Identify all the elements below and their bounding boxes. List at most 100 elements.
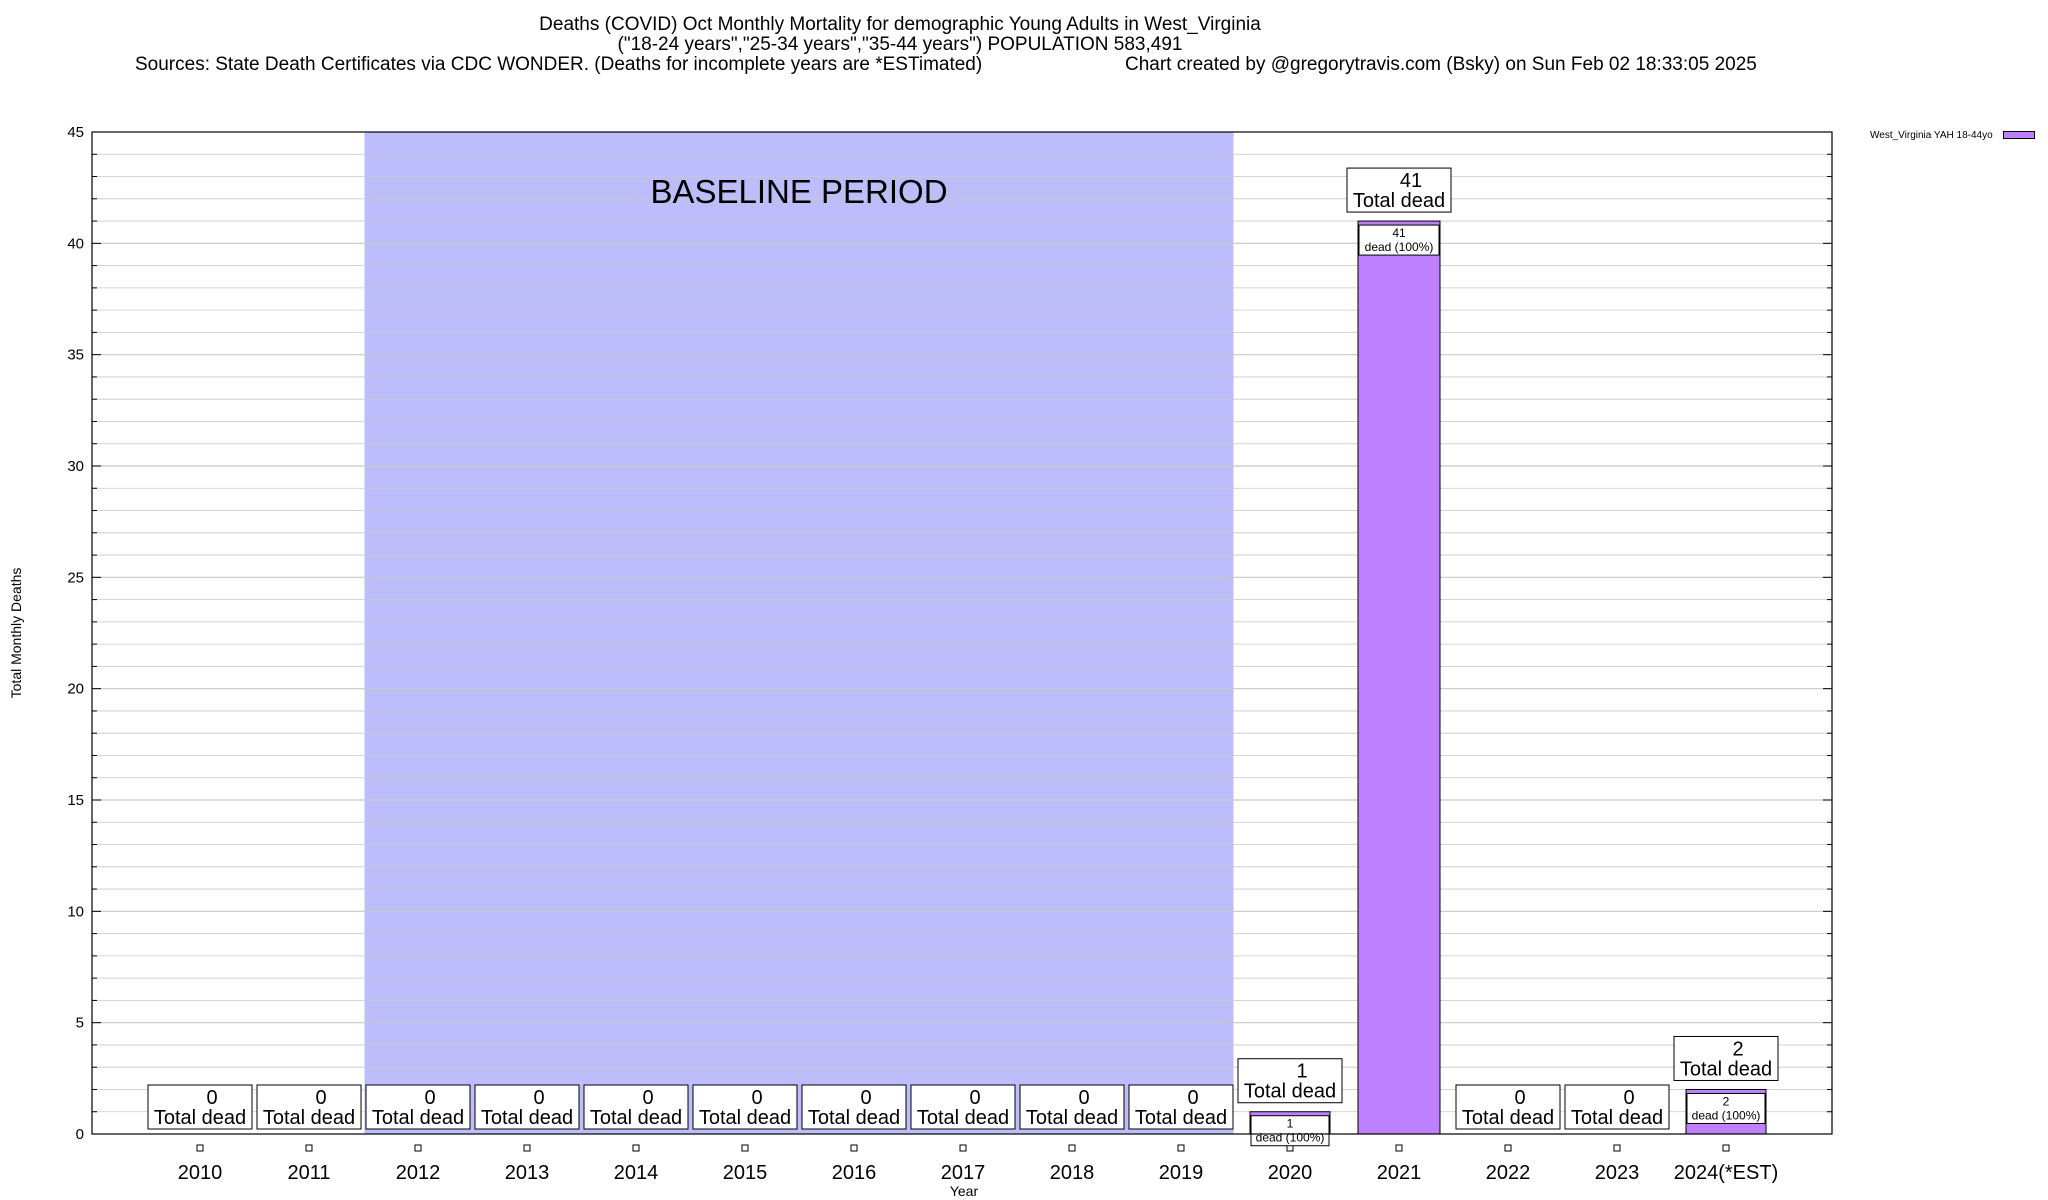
x-tick-marker: [1177, 1144, 1185, 1152]
total-label: Total dead: [1462, 1107, 1554, 1129]
bar-inner-label-box: [1358, 224, 1440, 256]
x-tick-marker: [1068, 1144, 1076, 1152]
total-label-box: [365, 1084, 471, 1130]
chart-title: Deaths (COVID) Oct Monthly Mortality for…: [539, 14, 1261, 35]
total-label-box: [910, 1084, 1016, 1130]
x-tick-marker: [414, 1144, 422, 1152]
x-tick-marker: [959, 1144, 967, 1152]
total-value: 0: [860, 1087, 871, 1109]
total-label: Total dead: [590, 1107, 682, 1129]
total-value: 0: [642, 1087, 653, 1109]
bar-inner-label: dead (100%): [1365, 240, 1434, 254]
x-tick-marker: [1613, 1144, 1621, 1152]
total-label: Total dead: [699, 1107, 791, 1129]
chart-subtitle: ("18-24 years","25-34 years","35-44 year…: [617, 34, 1183, 55]
total-value: 0: [751, 1087, 762, 1109]
total-value: 0: [206, 1087, 217, 1109]
y-tick-label: 15: [67, 792, 84, 809]
y-tick-label: 0: [76, 1126, 84, 1143]
total-value: 1: [1296, 1061, 1307, 1083]
y-tick-label: 45: [67, 124, 84, 141]
total-value: 0: [424, 1087, 435, 1109]
total-label-box: [1019, 1084, 1125, 1130]
total-label: Total dead: [1244, 1081, 1336, 1103]
total-label-box: [1128, 1084, 1234, 1130]
x-tick-marker: [1395, 1144, 1403, 1152]
y-tick-label: 25: [67, 569, 84, 586]
bar: [1357, 220, 1441, 1135]
bar-inner-value: 1: [1287, 1117, 1294, 1131]
x-tick-label: 2022: [1486, 1162, 1531, 1184]
total-value: 0: [1187, 1087, 1198, 1109]
total-value: 0: [533, 1087, 544, 1109]
total-label-box: [147, 1084, 253, 1130]
bar-inner-value: 41: [1392, 226, 1406, 240]
total-label-box: [256, 1084, 362, 1130]
x-tick-label: 2013: [505, 1162, 550, 1184]
total-label: Total dead: [1571, 1107, 1663, 1129]
legend: West_Virginia YAH 18-44yo: [1870, 130, 2036, 141]
x-tick-label: 2021: [1377, 1162, 1422, 1184]
x-tick-label: 2016: [832, 1162, 877, 1184]
x-tick-marker: [741, 1144, 749, 1152]
total-label: Total dead: [481, 1107, 573, 1129]
baseline-label: BASELINE PERIOD: [650, 173, 947, 210]
bar-inner-label-box: [1250, 1115, 1330, 1147]
x-tick-label: 2024(*EST): [1674, 1162, 1779, 1184]
y-tick-label: 10: [67, 903, 84, 920]
total-value: 41: [1400, 170, 1422, 192]
y-tick-label: 30: [67, 458, 84, 475]
y-tick-label: 40: [67, 235, 84, 252]
x-axis-label: Year: [950, 1183, 979, 1199]
total-label: Total dead: [917, 1107, 1009, 1129]
y-axis-label: Total Monthly Deaths: [8, 568, 24, 699]
total-value: 0: [1078, 1087, 1089, 1109]
total-label: Total dead: [1135, 1107, 1227, 1129]
total-label-box: [474, 1084, 580, 1130]
total-label-box: [1455, 1084, 1561, 1130]
plot-frame: [91, 131, 1833, 1135]
x-tick-label: 2011: [287, 1162, 330, 1184]
x-tick-marker: [523, 1144, 531, 1152]
total-label-box: [583, 1084, 689, 1130]
y-tick-label: 20: [67, 681, 84, 698]
x-tick-label: 2023: [1595, 1162, 1640, 1184]
x-tick-label: 2015: [723, 1162, 768, 1184]
x-tick-label: 2012: [396, 1162, 441, 1184]
total-label: Total dead: [372, 1107, 464, 1129]
bar-inner-label: dead (100%): [1692, 1108, 1761, 1122]
x-tick-label: 2014: [614, 1162, 659, 1184]
total-label-box: [801, 1084, 907, 1130]
total-value: 0: [1623, 1087, 1634, 1109]
total-label: Total dead: [1026, 1107, 1118, 1129]
chart-credit: Chart created by @gregorytravis.com (Bsk…: [1125, 54, 1757, 75]
legend-label: West_Virginia YAH 18-44yo: [1870, 130, 1993, 141]
total-label: Total dead: [1680, 1058, 1772, 1080]
x-tick-label: 2018: [1050, 1162, 1095, 1184]
x-tick-marker: [196, 1144, 204, 1152]
x-tick-label: 2017: [941, 1162, 986, 1184]
legend-swatch: [2003, 131, 2036, 140]
baseline-band: [364, 132, 1234, 1134]
total-label-box: [1346, 167, 1452, 213]
total-value: 2: [1732, 1038, 1743, 1060]
total-label: Total dead: [154, 1107, 246, 1129]
total-label-box: [1564, 1084, 1670, 1130]
total-label: Total dead: [1353, 190, 1445, 212]
y-tick-label: 5: [76, 1015, 84, 1032]
y-tick-label: 35: [67, 347, 84, 364]
chart-sources: Sources: State Death Certificates via CD…: [135, 54, 983, 75]
bar-inner-label-box: [1686, 1092, 1766, 1124]
bar-inner-label: dead (100%): [1256, 1131, 1325, 1145]
total-value: 0: [315, 1087, 326, 1109]
total-label-box: [1237, 1058, 1343, 1104]
x-tick-marker: [305, 1144, 313, 1152]
x-tick-label: 2019: [1159, 1162, 1204, 1184]
x-tick-label: 2020: [1268, 1162, 1313, 1184]
total-label: Total dead: [808, 1107, 900, 1129]
x-tick-marker: [850, 1144, 858, 1152]
bar-inner-value: 2: [1723, 1094, 1730, 1108]
total-value: 0: [1514, 1087, 1525, 1109]
x-tick-label: 2010: [178, 1162, 223, 1184]
